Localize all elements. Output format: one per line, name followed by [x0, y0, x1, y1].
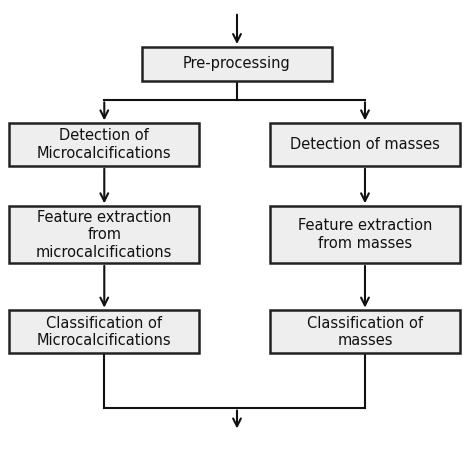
Text: Detection of
Microcalcifications: Detection of Microcalcifications — [37, 128, 172, 161]
Text: Feature extraction
from
microcalcifications: Feature extraction from microcalcificati… — [36, 210, 173, 260]
FancyBboxPatch shape — [9, 310, 199, 353]
FancyBboxPatch shape — [270, 310, 460, 353]
Text: Classification of
Microcalcifications: Classification of Microcalcifications — [37, 316, 172, 348]
Text: Pre-processing: Pre-processing — [183, 56, 291, 72]
FancyBboxPatch shape — [270, 123, 460, 166]
Text: Feature extraction
from masses: Feature extraction from masses — [298, 219, 432, 251]
FancyBboxPatch shape — [270, 206, 460, 263]
FancyBboxPatch shape — [142, 47, 332, 81]
FancyBboxPatch shape — [9, 123, 199, 166]
Text: Classification of
masses: Classification of masses — [307, 316, 423, 348]
Text: Detection of masses: Detection of masses — [290, 137, 440, 152]
FancyBboxPatch shape — [9, 206, 199, 263]
